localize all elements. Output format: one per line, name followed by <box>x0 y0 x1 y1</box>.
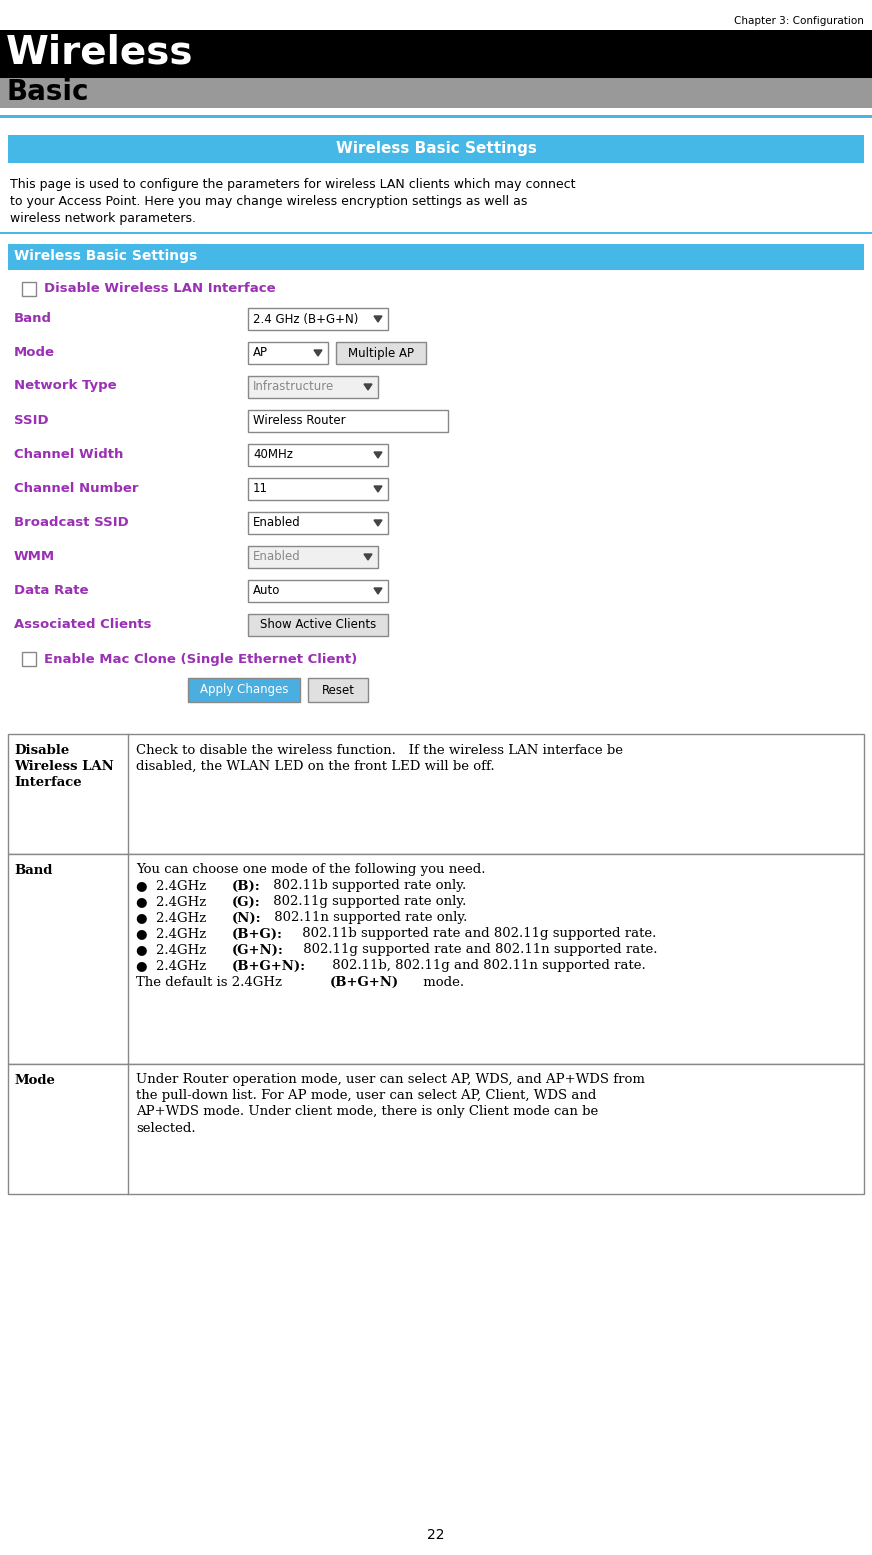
Text: This page is used to configure the parameters for wireless LAN clients which may: This page is used to configure the param… <box>10 177 576 191</box>
Text: ●  2.4GHz: ● 2.4GHz <box>136 959 210 972</box>
Text: The default is 2.4GHz: The default is 2.4GHz <box>136 975 286 989</box>
Text: Data Rate: Data Rate <box>14 583 88 597</box>
Text: Enable Mac Clone (Single Ethernet Client): Enable Mac Clone (Single Ethernet Client… <box>44 653 358 666</box>
Text: 802.11b supported rate only.: 802.11b supported rate only. <box>269 880 467 893</box>
Text: Interface: Interface <box>14 776 82 788</box>
Text: (G):: (G): <box>232 896 261 908</box>
Text: Reset: Reset <box>322 684 355 697</box>
Bar <box>248 342 328 364</box>
Text: 11: 11 <box>253 482 268 496</box>
Bar <box>0 232 872 233</box>
Text: 2.4 GHz (B+G+N): 2.4 GHz (B+G+N) <box>253 313 358 325</box>
Bar <box>8 1064 864 1194</box>
Text: Chapter 3: Configuration: Chapter 3: Configuration <box>734 16 864 26</box>
Bar <box>8 135 864 163</box>
Polygon shape <box>374 316 382 322</box>
Text: ●  2.4GHz: ● 2.4GHz <box>136 911 210 925</box>
Text: Network Type: Network Type <box>14 379 117 392</box>
Text: Wireless: Wireless <box>6 33 194 72</box>
Bar <box>8 854 864 1064</box>
Text: 40MHz: 40MHz <box>253 448 293 462</box>
Text: Wireless Basic Settings: Wireless Basic Settings <box>14 249 197 263</box>
Bar <box>248 445 388 466</box>
Text: 22: 22 <box>427 1529 445 1543</box>
Text: AP: AP <box>253 347 268 359</box>
Text: (N):: (N): <box>232 911 262 925</box>
Text: (B+G):: (B+G): <box>232 927 283 941</box>
Bar <box>248 512 388 533</box>
Text: selected.: selected. <box>136 1121 195 1135</box>
Text: Multiple AP: Multiple AP <box>348 347 414 359</box>
Polygon shape <box>364 554 372 560</box>
Text: wireless network parameters.: wireless network parameters. <box>10 211 196 225</box>
Text: 802.11b supported rate and 802.11g supported rate.: 802.11b supported rate and 802.11g suppo… <box>298 927 657 941</box>
Polygon shape <box>374 487 382 491</box>
Bar <box>22 281 36 295</box>
Text: 802.11g supported rate and 802.11n supported rate.: 802.11g supported rate and 802.11n suppo… <box>299 944 657 956</box>
Text: Band: Band <box>14 865 52 877</box>
Text: ●  2.4GHz: ● 2.4GHz <box>136 896 210 908</box>
Bar <box>248 580 388 602</box>
Bar <box>248 308 388 330</box>
Text: AP+WDS mode. Under client mode, there is only Client mode can be: AP+WDS mode. Under client mode, there is… <box>136 1106 598 1118</box>
Text: Under Router operation mode, user can select AP, WDS, and AP+WDS from: Under Router operation mode, user can se… <box>136 1073 645 1087</box>
Text: Band: Band <box>14 311 52 325</box>
Polygon shape <box>364 384 372 390</box>
Text: Enabled: Enabled <box>253 550 301 563</box>
Bar <box>0 78 872 107</box>
Text: Disable Wireless LAN Interface: Disable Wireless LAN Interface <box>44 283 276 295</box>
Polygon shape <box>314 350 322 356</box>
Text: You can choose one mode of the following you need.: You can choose one mode of the following… <box>136 863 486 877</box>
Text: ●  2.4GHz: ● 2.4GHz <box>136 927 210 941</box>
Text: Show Active Clients: Show Active Clients <box>260 619 376 631</box>
Text: mode.: mode. <box>419 975 464 989</box>
Text: ●  2.4GHz: ● 2.4GHz <box>136 944 210 956</box>
Text: 802.11n supported rate only.: 802.11n supported rate only. <box>270 911 467 925</box>
Text: Wireless Router: Wireless Router <box>253 415 345 428</box>
Bar <box>22 652 36 666</box>
Text: the pull-down list. For AP mode, user can select AP, Client, WDS and: the pull-down list. For AP mode, user ca… <box>136 1090 596 1102</box>
Text: Wireless LAN: Wireless LAN <box>14 760 113 773</box>
Text: Apply Changes: Apply Changes <box>200 684 289 697</box>
Text: Associated Clients: Associated Clients <box>14 617 152 630</box>
Text: disabled, the WLAN LED on the front LED will be off.: disabled, the WLAN LED on the front LED … <box>136 759 494 773</box>
Polygon shape <box>374 453 382 459</box>
Bar <box>308 678 368 701</box>
Text: WMM: WMM <box>14 549 55 563</box>
Bar <box>8 734 864 854</box>
Text: Enabled: Enabled <box>253 516 301 530</box>
Text: 802.11g supported rate only.: 802.11g supported rate only. <box>269 896 467 908</box>
Text: Broadcast SSID: Broadcast SSID <box>14 516 129 529</box>
Text: Auto: Auto <box>253 585 281 597</box>
Bar <box>248 376 378 398</box>
Text: Mode: Mode <box>14 345 55 359</box>
Bar <box>248 411 448 432</box>
Text: Channel Width: Channel Width <box>14 448 123 460</box>
Text: Wireless Basic Settings: Wireless Basic Settings <box>336 142 536 157</box>
Text: Channel Number: Channel Number <box>14 482 139 494</box>
Text: Infrastructure: Infrastructure <box>253 381 334 393</box>
Text: (G+N):: (G+N): <box>232 944 284 956</box>
Bar <box>0 115 872 118</box>
Text: 802.11b, 802.11g and 802.11n supported rate.: 802.11b, 802.11g and 802.11n supported r… <box>328 959 645 972</box>
Polygon shape <box>374 588 382 594</box>
Bar <box>8 244 864 271</box>
Bar <box>248 477 388 501</box>
Bar <box>248 614 388 636</box>
Bar <box>188 678 300 701</box>
Text: Mode: Mode <box>14 1075 55 1087</box>
Polygon shape <box>374 519 382 526</box>
Text: Check to disable the wireless function.   If the wireless LAN interface be: Check to disable the wireless function. … <box>136 743 623 756</box>
Text: SSID: SSID <box>14 414 49 426</box>
Bar <box>248 546 378 568</box>
Text: to your Access Point. Here you may change wireless encryption settings as well a: to your Access Point. Here you may chang… <box>10 194 528 208</box>
Text: (B):: (B): <box>232 880 261 893</box>
Bar <box>336 342 426 364</box>
Text: (B+G+N): (B+G+N) <box>330 975 399 989</box>
Text: Disable: Disable <box>14 743 69 757</box>
Text: ●  2.4GHz: ● 2.4GHz <box>136 880 210 893</box>
Text: Basic: Basic <box>6 78 88 106</box>
Text: (B+G+N):: (B+G+N): <box>232 959 306 972</box>
Bar <box>0 30 872 78</box>
